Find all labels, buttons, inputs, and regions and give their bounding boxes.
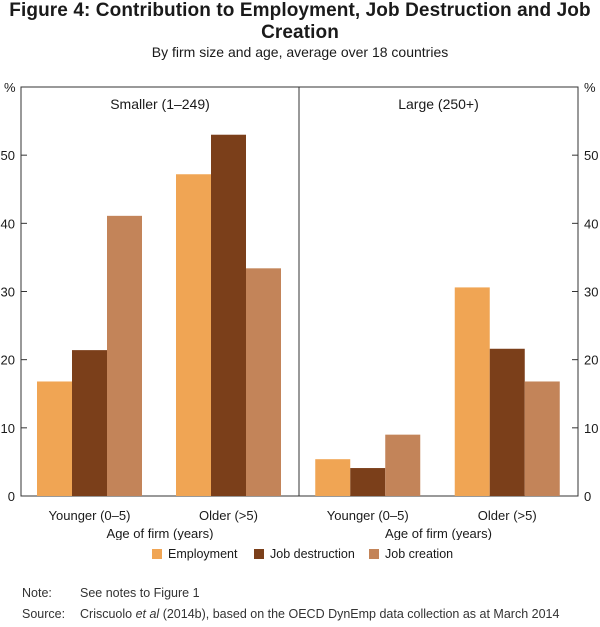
y-tick-label-right-30: 30 <box>584 285 598 300</box>
y-tick-label-left-50: 50 <box>1 148 15 163</box>
chart-subtitle: By firm size and age, average over 18 co… <box>151 44 449 60</box>
bar-smaller-older-5-job-destruction <box>211 134 246 496</box>
note-line: Note: See notes to Figure 1 <box>22 586 200 600</box>
bar-smaller-older-5-job-creation <box>246 268 281 496</box>
bar-large-younger-0-5-job-creation <box>385 434 421 496</box>
x-tick-label-smaller-younger-0-5: Younger (0–5) <box>49 508 131 523</box>
legend-swatch-employment <box>152 548 162 559</box>
source-text-pre: Criscuolo <box>80 607 136 621</box>
y-tick-label-right-0: 0 <box>584 489 591 504</box>
y-tick-label-right-50: 50 <box>584 148 598 163</box>
legend-item-job-creation: Job creation <box>369 544 453 564</box>
y-tick-label-right-10: 10 <box>584 421 598 436</box>
chart-title: Figure 4: Contribution to Employment, Jo… <box>9 0 591 43</box>
bar-smaller-younger-0-5-job-creation <box>107 215 142 496</box>
legend: Employment Job destruction Job creation <box>0 544 600 564</box>
bar-large-older-5-job-creation <box>524 381 560 496</box>
y-tick-label-left-10: 10 <box>1 421 15 436</box>
legend-label-job-creation: Job creation <box>385 547 454 561</box>
legend-swatch-job-creation <box>369 548 379 559</box>
bar-large-older-5-employment <box>454 287 490 496</box>
y-unit-label-right: % <box>584 80 596 95</box>
x-tick-label-large-older-5: Older (>5) <box>478 508 537 523</box>
note-text: See notes to Figure 1 <box>80 586 200 600</box>
y-unit-label-left: % <box>4 80 16 95</box>
y-tick-label-left-20: 20 <box>1 353 15 368</box>
bar-smaller-older-5-employment <box>176 174 211 496</box>
y-tick-label-left-0: 0 <box>8 489 15 504</box>
bar-chart: 0 0 10 10 20 20 30 30 40 40 50 50% % Smaller (1–249) Y… <box>1 80 599 540</box>
x-axis-label-large: Age of firm (years) <box>385 526 492 540</box>
legend-swatch-job-destruction <box>254 548 264 559</box>
bar-smaller-younger-0-5-employment <box>37 381 72 496</box>
panel-title-smaller: Smaller (1–249) <box>110 96 210 112</box>
legend-label-employment: Employment <box>168 547 238 561</box>
note-label: Note: <box>22 586 52 600</box>
panel-title-large: Large (250+) <box>398 96 479 112</box>
source-line: Source: Criscuolo et al (2014b), based on… <box>22 607 559 621</box>
bar-large-younger-0-5-employment <box>315 459 351 496</box>
legend-label-job-destruction: Job destruction <box>270 547 355 561</box>
bar-large-older-5-job-destruction <box>489 348 525 496</box>
legend-item-employment: Employment <box>152 544 237 564</box>
source-text-post: (2014b), based on the OECD DynEmp data c… <box>159 607 560 621</box>
legend-item-job-destruction: Job destruction <box>254 544 355 564</box>
x-axis-label-smaller: Age of firm (years) <box>107 526 214 540</box>
source-label: Source: <box>22 607 66 621</box>
bar-smaller-younger-0-5-job-destruction <box>72 350 107 496</box>
x-tick-label-large-younger-0-5: Younger (0–5) <box>327 508 409 523</box>
x-tick-label-smaller-older-5: Older (>5) <box>199 508 258 523</box>
y-tick-label-right-20: 20 <box>584 353 598 368</box>
y-tick-label-right-40: 40 <box>584 216 598 231</box>
source-text-italic: et al <box>135 607 160 621</box>
y-tick-label-left-40: 40 <box>1 216 15 231</box>
y-tick-label-left-30: 30 <box>1 285 15 300</box>
bar-large-younger-0-5-job-destruction <box>350 468 386 496</box>
